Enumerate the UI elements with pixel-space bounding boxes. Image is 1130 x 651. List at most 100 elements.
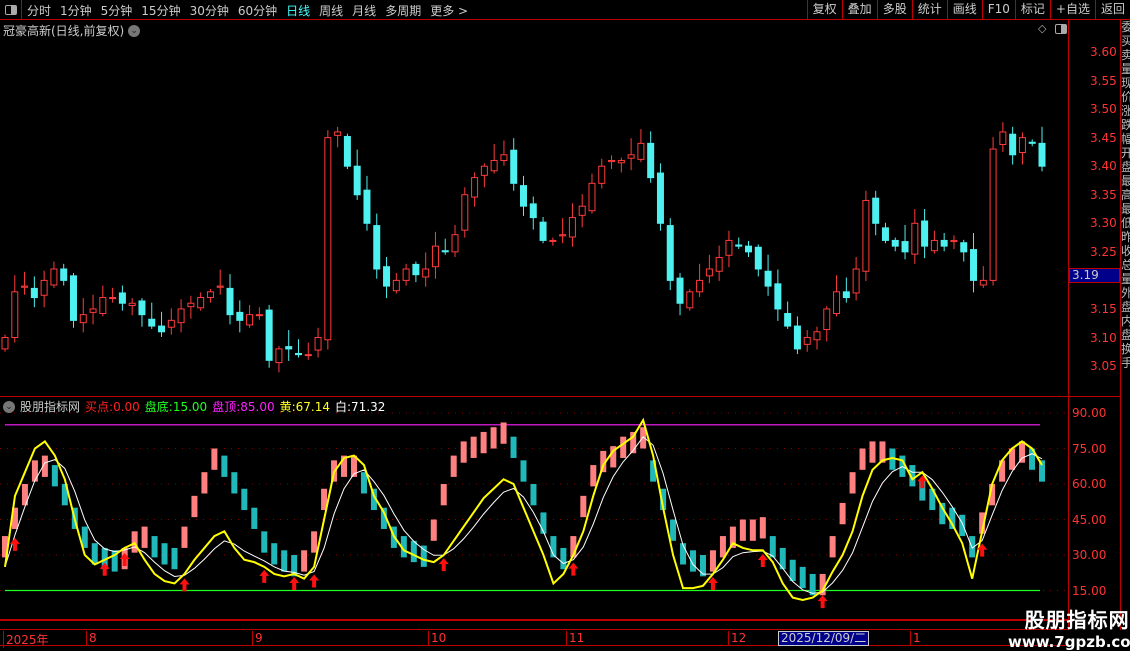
candle xyxy=(99,285,107,317)
candle xyxy=(813,326,821,350)
price-tick: 3.55 xyxy=(1090,73,1117,88)
time-label: 11 xyxy=(566,631,584,645)
candle xyxy=(128,298,136,316)
candle xyxy=(79,298,87,333)
candle xyxy=(637,129,645,163)
panel-toggle-button[interactable] xyxy=(0,0,22,20)
candle xyxy=(940,233,948,252)
candle xyxy=(363,175,371,231)
indicator-bar xyxy=(1019,441,1026,463)
stock-title[interactable]: 冠豪高新(日线,前复权) ⌄ xyxy=(3,22,141,39)
time-label: 2025年 xyxy=(3,631,49,648)
tool-button-3[interactable]: 统计 xyxy=(911,0,947,20)
tool-button-8[interactable]: 返回 xyxy=(1094,0,1130,20)
indicator-bar xyxy=(370,488,377,511)
candle xyxy=(539,217,547,244)
indicator-bar xyxy=(281,550,288,572)
candle xyxy=(109,287,117,303)
candle xyxy=(21,271,29,295)
candle xyxy=(167,308,175,335)
chevron-down-icon[interactable]: ⌄ xyxy=(3,400,15,413)
diamond-icon[interactable]: ◇ xyxy=(1038,22,1047,35)
tab-period-10[interactable]: 更多 > xyxy=(430,4,469,18)
tool-button-5[interactable]: F10 xyxy=(981,0,1015,20)
candle xyxy=(656,163,664,231)
indicator-bar xyxy=(201,472,208,494)
indicator-tick: 15.00 xyxy=(1072,583,1107,598)
indicator-bar xyxy=(889,448,896,470)
buy-arrow-icon xyxy=(568,562,579,576)
price-tick: 3.50 xyxy=(1090,102,1117,117)
candle xyxy=(588,173,596,214)
candle xyxy=(334,126,342,148)
indicator-bar xyxy=(799,566,806,589)
indicator-bar xyxy=(350,455,357,477)
panel-divider[interactable] xyxy=(0,396,1120,397)
tool-button-2[interactable]: 多股 xyxy=(876,0,912,20)
panel-toggle-icon[interactable] xyxy=(1055,24,1067,34)
tab-period-0[interactable]: 分时 xyxy=(27,4,52,18)
price-tick: 3.60 xyxy=(1090,45,1117,59)
indicator-bar xyxy=(91,543,98,565)
tool-button-4[interactable]: 画线 xyxy=(946,0,982,20)
candle xyxy=(1038,126,1046,172)
candle xyxy=(950,235,958,249)
indicator-bar xyxy=(939,502,946,525)
indicator-bar xyxy=(680,543,687,565)
tool-button-0[interactable]: 复权 xyxy=(806,0,842,20)
indicator-bar xyxy=(590,465,597,487)
candle xyxy=(930,230,938,254)
indicator-bar xyxy=(11,507,18,529)
tab-period-9[interactable]: 多周期 xyxy=(385,4,422,18)
indicator-bar xyxy=(311,531,318,553)
indicator-bar xyxy=(460,441,467,463)
chevron-down-icon[interactable]: ⌄ xyxy=(128,24,141,37)
indicator-bar xyxy=(21,484,28,506)
indicator-bar xyxy=(670,519,677,541)
tab-period-6[interactable]: 日线 xyxy=(286,4,311,18)
tab-period-4[interactable]: 30分钟 xyxy=(189,4,229,18)
tool-button-1[interactable]: 叠加 xyxy=(841,0,877,20)
price-tick: 3.05 xyxy=(1090,359,1117,374)
indicator-chart[interactable] xyxy=(0,398,1068,626)
tool-button-7[interactable]: +自选 xyxy=(1049,0,1095,20)
tool-button-6[interactable]: 标记 xyxy=(1014,0,1050,20)
tab-period-1[interactable]: 1分钟 xyxy=(60,4,92,18)
current-price-label: 3.19 xyxy=(1069,268,1120,283)
price-chart[interactable] xyxy=(0,20,1068,395)
buy-arrow-icon xyxy=(119,552,130,566)
candle xyxy=(451,225,459,257)
tab-period-5[interactable]: 60分钟 xyxy=(237,4,278,18)
candle xyxy=(304,342,312,360)
indicator-bar xyxy=(430,519,437,541)
indicator-name[interactable]: 股朋指标网 xyxy=(20,400,81,414)
indicator-bar xyxy=(301,550,308,572)
candle xyxy=(617,157,625,173)
buy-arrow-icon xyxy=(917,475,928,489)
indicator-bar xyxy=(729,526,736,548)
candle xyxy=(60,263,68,286)
indicator-bar xyxy=(560,547,567,570)
candle xyxy=(1028,139,1036,147)
indicator-bar xyxy=(500,422,507,444)
indicator-bar xyxy=(719,536,726,558)
indicator-bar xyxy=(1039,460,1045,482)
buy-arrow-icon xyxy=(438,558,449,572)
stock-title-text: 冠豪高新(日线,前复权) xyxy=(3,24,125,38)
price-tick: 3.15 xyxy=(1090,301,1117,316)
tab-period-2[interactable]: 5分钟 xyxy=(100,4,133,18)
tab-period-3[interactable]: 15分钟 xyxy=(141,4,181,18)
indicator-bar xyxy=(849,472,856,494)
indicator-bar xyxy=(640,427,647,449)
candle xyxy=(598,158,606,189)
candle xyxy=(520,175,527,216)
tab-period-7[interactable]: 周线 xyxy=(319,4,344,18)
quote-side-panel[interactable]: 委买卖量现价涨跌幅开盘最高最低昨收总量外盘内盘换手 xyxy=(1121,20,1130,370)
candle xyxy=(206,288,214,303)
tab-period-8[interactable]: 月线 xyxy=(352,4,377,18)
candle xyxy=(246,304,254,328)
indicator-value-0: 买点:0.00 xyxy=(85,400,140,414)
candle xyxy=(275,346,283,373)
candle xyxy=(412,261,420,283)
